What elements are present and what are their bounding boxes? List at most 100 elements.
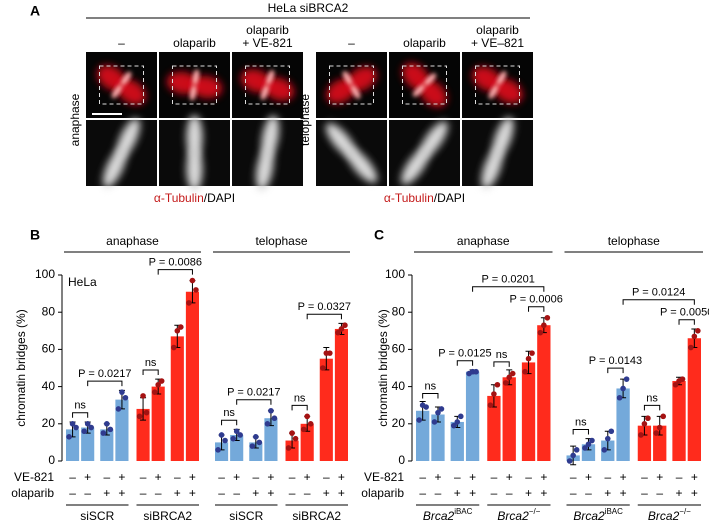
- treatment-label: –: [252, 470, 259, 484]
- group-label: Brca2−/−: [648, 507, 691, 523]
- significance-label: ns: [425, 380, 437, 392]
- phase-label: anaphase: [106, 234, 159, 248]
- significance-label: ns: [496, 349, 508, 361]
- data-point: [264, 421, 271, 427]
- signal: [186, 147, 203, 191]
- bar: [537, 325, 551, 461]
- data-point: [193, 287, 199, 293]
- significance-label: P = 0.0086: [149, 256, 202, 268]
- data-point: [218, 432, 225, 438]
- significance-bracket: [528, 306, 545, 312]
- treatment-label: +: [540, 486, 547, 500]
- data-point: [81, 428, 87, 435]
- phase-label: anaphase: [457, 234, 510, 248]
- inset-box: [245, 65, 290, 105]
- significance-label: P = 0.0125: [438, 348, 491, 360]
- data-point: [487, 402, 494, 409]
- group-label: Brca2iBAC: [423, 507, 473, 523]
- treatment-row-label: olaparib: [11, 486, 54, 500]
- column-label: olaparib: [246, 23, 289, 37]
- treatment-label: –: [506, 486, 513, 500]
- significance-bracket: [87, 380, 123, 387]
- panel-label: A: [30, 3, 40, 19]
- signal: [492, 78, 523, 104]
- data-point: [338, 326, 345, 332]
- treatment-label: –: [140, 486, 147, 500]
- data-point: [435, 409, 441, 416]
- data-point: [573, 447, 580, 453]
- data-point: [107, 426, 114, 433]
- signal: [192, 69, 200, 86]
- data-point: [119, 389, 125, 395]
- signal: [186, 115, 203, 159]
- data-point: [320, 365, 326, 371]
- data-point: [151, 389, 158, 395]
- treatment-label: +: [338, 486, 345, 500]
- signal: [496, 70, 507, 86]
- significance-label: ns: [223, 407, 235, 419]
- treatment-label: –: [103, 470, 110, 484]
- significance-label: ns: [74, 400, 86, 412]
- data-point: [660, 413, 667, 420]
- data-point: [691, 333, 698, 340]
- treatment-label: +: [676, 486, 683, 500]
- signal: [263, 77, 295, 101]
- treatment-label: +: [189, 486, 196, 500]
- treatment-label: –: [140, 470, 147, 484]
- data-point: [84, 421, 91, 427]
- significance-label: ns: [294, 392, 306, 404]
- significance-bracket: [472, 286, 545, 292]
- y-tick-label: 80: [42, 304, 56, 318]
- treatment-label: +: [233, 470, 240, 484]
- data-point: [688, 344, 694, 351]
- data-point: [289, 430, 295, 436]
- data-point: [502, 380, 509, 386]
- signal: [346, 147, 378, 183]
- treatment-row-label: olaparib: [361, 486, 404, 500]
- significance-bracket: [572, 429, 589, 435]
- treatment-label: –: [304, 486, 311, 500]
- y-tick-label: 100: [35, 267, 55, 281]
- treatment-label: –: [323, 470, 330, 484]
- data-point: [189, 277, 196, 284]
- y-tick-label: 20: [392, 416, 406, 430]
- signal: [342, 70, 353, 86]
- panel-label: C: [374, 227, 384, 243]
- treatment-label: –: [570, 470, 577, 484]
- treatment-row-label: VE-821: [14, 470, 54, 484]
- data-point: [100, 430, 107, 436]
- signal: [488, 84, 499, 100]
- column-label: + VE–821: [471, 36, 524, 50]
- bar: [100, 429, 114, 461]
- data-point: [582, 445, 588, 451]
- data-point: [327, 350, 333, 356]
- group-name: Brca2: [423, 509, 455, 523]
- treatment-label: –: [570, 486, 577, 500]
- treatment-label: +: [84, 470, 91, 484]
- bar: [502, 377, 516, 461]
- significance-label: ns: [575, 416, 587, 428]
- significance-label: ns: [145, 357, 157, 369]
- data-point: [178, 324, 184, 330]
- treatment-label: +: [691, 486, 698, 500]
- treatment-label: +: [267, 470, 274, 484]
- significance-bracket: [221, 419, 238, 426]
- caption-stain: α-Tubulin: [384, 191, 434, 205]
- bar: [300, 423, 314, 461]
- data-point: [638, 432, 644, 438]
- bar: [319, 358, 333, 461]
- treatment-label: –: [233, 486, 240, 500]
- signal: [260, 84, 269, 101]
- chart-inset-label: HeLa: [68, 275, 97, 289]
- treatment-label: –: [289, 486, 296, 500]
- data-point: [509, 370, 516, 377]
- data-point: [450, 422, 457, 429]
- inset-box: [475, 65, 520, 105]
- treatment-label: +: [506, 470, 513, 484]
- treatment-label: –: [289, 470, 296, 484]
- data-point: [695, 328, 701, 334]
- significance-label: P = 0.0050: [660, 307, 709, 319]
- data-point: [529, 350, 535, 356]
- treatment-label: +: [155, 470, 162, 484]
- significance-label: ns: [646, 392, 658, 404]
